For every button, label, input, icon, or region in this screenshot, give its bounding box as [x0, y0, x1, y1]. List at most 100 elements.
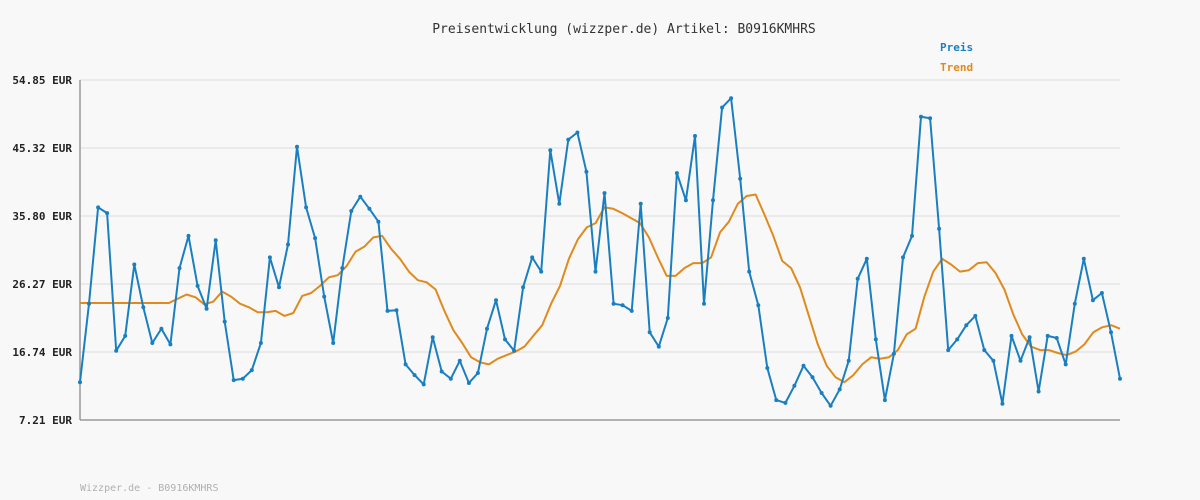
data-point-preis [620, 303, 625, 308]
data-point-preis [774, 398, 779, 403]
data-point-preis [286, 242, 290, 247]
chart-title: Preisentwicklung (wizzper.de) Artikel: B… [432, 22, 816, 37]
series-group [78, 96, 1122, 408]
data-point-preis [231, 378, 236, 383]
data-point-preis [882, 398, 887, 403]
data-point-preis [503, 337, 507, 342]
data-point-preis [485, 326, 489, 331]
data-point-preis [213, 238, 218, 243]
data-point-preis [964, 323, 969, 328]
data-point-preis [1027, 335, 1032, 340]
data-point-preis [638, 201, 643, 206]
data-point-preis [647, 330, 652, 335]
y-tick-label: 45.32 EUR [12, 142, 72, 155]
data-point-preis [258, 341, 263, 345]
data-point-preis [295, 144, 299, 149]
data-point-preis [385, 308, 390, 313]
data-point-preis [240, 376, 245, 381]
data-point-preis [910, 233, 914, 238]
data-point-preis [376, 219, 381, 224]
data-point-preis [665, 316, 670, 320]
data-point-preis [430, 335, 435, 340]
data-point-preis [1081, 256, 1086, 261]
data-point-preis [593, 269, 598, 274]
data-point-preis [304, 205, 309, 210]
data-point-preis [864, 256, 869, 261]
data-point-preis [195, 283, 200, 288]
data-point-preis [756, 303, 761, 308]
data-point-preis [1090, 298, 1095, 303]
data-point-preis [1045, 333, 1050, 338]
y-tick-label: 35.80 EUR [12, 210, 72, 223]
data-point-preis [177, 266, 182, 271]
data-point-preis [973, 313, 978, 318]
data-point-preis [105, 211, 110, 216]
data-point-preis [1018, 358, 1023, 363]
data-point-preis [937, 226, 942, 231]
data-point-preis [448, 376, 453, 381]
data-point-preis [349, 209, 354, 213]
data-point-preis [412, 373, 417, 378]
data-point-preis [249, 368, 254, 373]
data-point-preis [765, 366, 770, 370]
y-tick-labels: 54.85 EUR 45.32 EUR 35.80 EUR 26.27 EUR 16.7… [12, 74, 72, 427]
data-point-preis [629, 308, 634, 313]
data-point-preis [955, 337, 960, 342]
data-point-preis [720, 105, 725, 110]
data-point-preis [186, 233, 191, 238]
data-point-preis [457, 358, 462, 363]
data-point-preis [747, 269, 752, 274]
data-point-preis [530, 255, 535, 260]
series-line-trend [80, 193, 1121, 384]
data-point-preis [403, 362, 408, 367]
data-point-preis [1072, 301, 1077, 306]
legend-trend: Trend [940, 61, 973, 74]
data-point-preis [1118, 376, 1122, 381]
data-point-preis [1109, 330, 1113, 335]
data-point-preis [159, 326, 164, 331]
data-point-preis [729, 96, 734, 101]
data-point-preis [466, 381, 471, 385]
data-point-preis [919, 114, 923, 119]
data-point-preis [439, 369, 444, 374]
data-point-preis [946, 348, 951, 353]
data-point-preis [846, 358, 851, 363]
data-point-preis [566, 137, 571, 142]
data-point-preis [204, 306, 209, 311]
data-point-preis [810, 375, 815, 380]
data-point-preis [656, 344, 661, 349]
data-point-preis [367, 206, 372, 211]
data-point-preis [819, 391, 824, 395]
data-point-preis [222, 319, 227, 324]
data-point-preis [494, 298, 498, 303]
data-point-preis [1009, 333, 1014, 338]
data-point-preis [584, 169, 589, 174]
data-point-preis [78, 380, 82, 385]
footer-text: Wizzper.de - B0916KMHRS [80, 483, 218, 494]
data-point-preis [132, 262, 137, 267]
data-point-preis [575, 130, 580, 135]
data-point-preis [1099, 291, 1104, 295]
data-point-preis [123, 333, 128, 338]
data-point-preis [783, 400, 788, 405]
data-point-preis [150, 341, 155, 345]
data-point-preis [394, 308, 399, 313]
data-point-preis [313, 236, 318, 241]
data-point-preis [702, 301, 706, 306]
data-point-preis [322, 294, 327, 299]
data-point-preis [792, 383, 797, 388]
data-point-preis [828, 403, 833, 408]
data-point-preis [891, 351, 896, 356]
data-point-preis [114, 348, 119, 353]
data-point-preis [982, 348, 987, 353]
data-point-preis [674, 171, 679, 176]
data-point-preis [928, 116, 933, 121]
data-point-preis [711, 198, 715, 203]
data-point-preis [331, 341, 336, 345]
data-point-preis [1000, 401, 1005, 406]
data-point-preis [548, 148, 553, 153]
data-point-preis [141, 305, 146, 310]
data-point-preis [1036, 389, 1041, 394]
